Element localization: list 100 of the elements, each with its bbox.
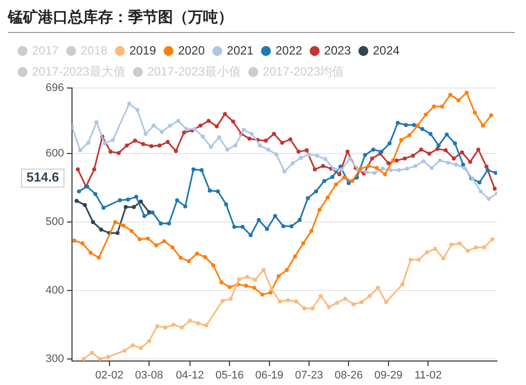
point [446,160,450,165]
point [290,224,294,228]
point [160,130,164,134]
point [363,153,368,158]
point [113,220,118,224]
point [268,290,272,295]
point [204,323,208,328]
point [290,161,295,166]
legend-label: 2022 [275,43,302,58]
y-tick-label: 696 [46,82,64,94]
legend-label: 2020 [178,43,206,58]
point [224,202,228,206]
point [382,172,387,176]
point [278,299,282,304]
point [346,150,350,154]
point [408,258,413,262]
point [416,258,421,262]
point [452,141,457,146]
x-tick-label: 09-29 [374,370,402,382]
point [340,167,344,172]
point [134,194,138,199]
point [80,241,85,246]
point [307,152,312,156]
point [480,124,485,128]
point [174,148,178,153]
point [484,164,488,169]
point [258,143,262,148]
point [424,112,428,117]
point [124,205,128,210]
point [394,158,399,163]
y-tick-label: 600 [46,148,64,160]
point [342,176,346,180]
x-tick-label: 06-19 [255,370,284,382]
point [334,182,338,186]
point [244,284,248,288]
point [330,174,334,179]
point [116,231,120,236]
point [421,159,426,164]
point [396,120,400,125]
point [138,200,143,204]
point [310,306,315,310]
point [116,151,121,155]
point [444,148,448,152]
point [400,282,404,286]
point [93,192,98,196]
point [388,141,392,146]
point [135,108,140,112]
point [282,169,286,174]
point [302,306,306,310]
point [477,180,482,184]
x-tick-label: 07-23 [294,370,324,382]
point [183,204,188,208]
point [368,294,372,298]
point [92,167,96,172]
point [264,138,268,143]
point [233,143,238,148]
point [420,127,424,132]
text: 514.6 [26,170,60,185]
point [372,170,376,175]
y-tick-label: 400 [46,284,64,297]
point [430,166,434,170]
point [141,142,146,146]
point [130,229,134,233]
point [149,144,154,148]
point [242,128,246,132]
legend-label: 2019 [129,43,156,58]
point [166,140,170,144]
point [472,110,477,115]
point [391,158,396,163]
point [102,206,106,210]
point [464,90,469,95]
point [404,122,408,127]
point [214,124,219,128]
point [147,339,152,344]
legend-label: 2023 [324,43,352,58]
point [440,104,444,108]
point [150,210,155,215]
point [200,134,205,139]
point [492,186,497,191]
point [380,166,385,171]
point [182,130,186,134]
x-tick-label: 08-26 [334,370,363,382]
x-tick-label: 02-02 [95,370,124,382]
point [326,304,331,309]
point [402,156,407,160]
point [335,300,340,305]
point [188,318,192,323]
point [456,98,460,102]
point [86,140,90,145]
point [399,138,404,142]
point [419,148,424,152]
point [348,156,352,160]
point [180,325,184,330]
point [172,322,176,327]
point [478,189,483,194]
point [476,148,480,152]
point [452,156,456,160]
point [124,143,129,148]
point [133,138,138,143]
point [458,241,462,246]
